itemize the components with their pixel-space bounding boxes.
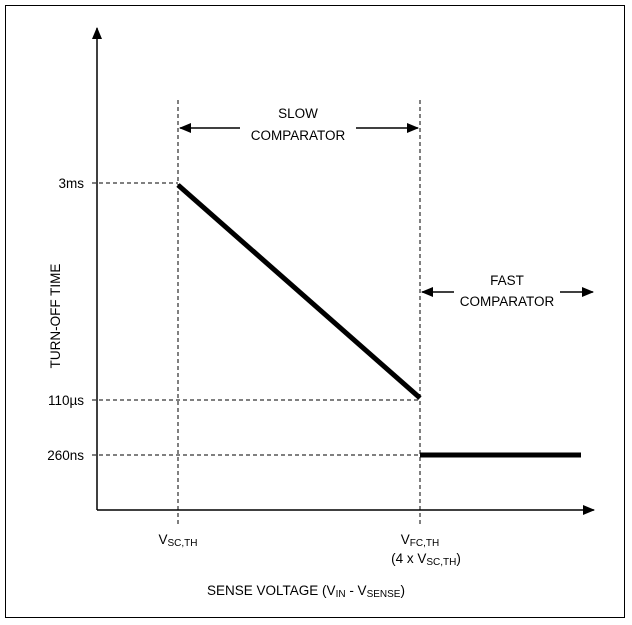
x-axis-label-sub2: SENSE xyxy=(367,589,401,600)
x-tick-vfc-line2-post: ) xyxy=(456,551,461,566)
x-axis-label-main: SENSE VOLTAGE (V xyxy=(207,583,336,598)
x-tick-label-vsc: VSC,TH xyxy=(158,532,197,549)
y-tick-label-110us: 110µs xyxy=(48,393,84,408)
x-axis-label-mid: - V xyxy=(346,583,367,598)
x-tick-vsc-sub: SC,TH xyxy=(168,538,198,549)
x-tick-vsc-main: V xyxy=(158,532,167,547)
x-tick-vfc-line2-sub: SC,TH xyxy=(426,557,456,568)
y-tick-label-260ns: 260ns xyxy=(47,448,84,463)
y-axis-label: TURN-OFF TIME xyxy=(48,264,63,369)
y-tick-label-3ms: 3ms xyxy=(58,176,84,191)
x-tick-label-vfc-line2: (4 x VSC,TH) xyxy=(391,551,461,568)
x-tick-vfc-sub: FC,TH xyxy=(410,538,439,549)
x-axis-label-end: ) xyxy=(400,583,405,598)
x-axis-label: SENSE VOLTAGE (VIN - VSENSE) xyxy=(207,583,405,600)
slow-region-label-line1: SLOW xyxy=(278,106,318,121)
fast-region-label-line1: FAST xyxy=(490,273,524,288)
x-axis-label-sub1: IN xyxy=(336,589,346,600)
x-tick-vfc-main: V xyxy=(401,532,410,547)
fast-region-label-line2: COMPARATOR xyxy=(460,294,555,309)
series-slow-comparator xyxy=(176,183,422,400)
x-tick-vfc-line2-pre: (4 x V xyxy=(391,551,426,566)
x-tick-label-vfc: VFC,TH xyxy=(401,532,439,549)
slow-region-label-line2: COMPARATOR xyxy=(251,128,346,143)
chart-frame xyxy=(5,5,625,618)
